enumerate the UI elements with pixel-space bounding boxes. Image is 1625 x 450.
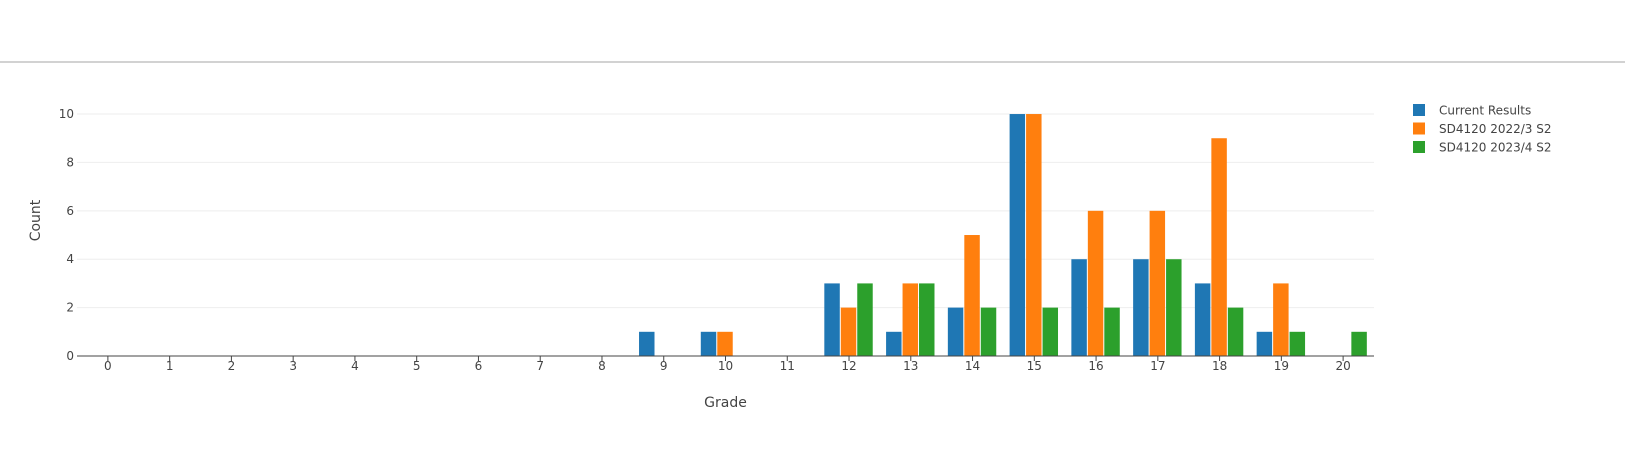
x-tick-label: 0 bbox=[104, 359, 112, 373]
legend-swatch bbox=[1413, 141, 1425, 153]
bar bbox=[1104, 307, 1120, 356]
x-tick-label: 19 bbox=[1274, 359, 1289, 373]
bar bbox=[639, 331, 655, 356]
bar bbox=[1289, 331, 1306, 356]
x-tick-label: 7 bbox=[536, 359, 544, 373]
y-axis-title: Count bbox=[28, 199, 44, 241]
x-tick-label: 17 bbox=[1150, 359, 1165, 373]
x-tick-label: 13 bbox=[903, 359, 918, 373]
legend-label: SD4120 2023/4 S2 bbox=[1439, 141, 1552, 155]
x-tick-label: 4 bbox=[351, 359, 359, 373]
bar bbox=[700, 331, 717, 356]
bars bbox=[639, 114, 1367, 357]
legend: Current Results SD4120 2022/3 S2 SD4120 20… bbox=[1413, 104, 1552, 155]
bar bbox=[1009, 114, 1026, 357]
bar bbox=[1133, 259, 1149, 356]
bar bbox=[1166, 259, 1182, 356]
legend-item[interactable]: SD4120 2022/3 S2 bbox=[1413, 122, 1552, 136]
y-tick-label: 10 bbox=[59, 107, 74, 121]
bar bbox=[1273, 283, 1289, 356]
bar bbox=[947, 307, 964, 356]
bar bbox=[919, 283, 935, 356]
x-tick-label: 1 bbox=[166, 359, 174, 373]
bar bbox=[1351, 331, 1367, 356]
bar bbox=[1256, 331, 1273, 356]
y-tick-label: 6 bbox=[66, 204, 74, 218]
x-tick-label: 10 bbox=[718, 359, 733, 373]
x-tick-label: 8 bbox=[598, 359, 606, 373]
legend-swatch bbox=[1413, 104, 1425, 116]
bar bbox=[717, 331, 733, 356]
bar bbox=[1087, 210, 1104, 356]
x-tick-label: 20 bbox=[1335, 359, 1350, 373]
y-tick-label: 2 bbox=[66, 301, 74, 315]
y-tick-label: 0 bbox=[66, 349, 74, 363]
x-tick-label: 12 bbox=[841, 359, 856, 373]
top-bar bbox=[0, 0, 1625, 63]
x-tick-label: 16 bbox=[1088, 359, 1103, 373]
x-tick-label: 18 bbox=[1212, 359, 1227, 373]
bar bbox=[902, 283, 919, 356]
x-tick-label: 5 bbox=[413, 359, 421, 373]
x-tick-label: 11 bbox=[780, 359, 795, 373]
bar bbox=[1149, 210, 1166, 356]
legend-item[interactable]: Current Results bbox=[1413, 104, 1531, 118]
x-axis-title: Grade bbox=[704, 395, 747, 411]
x-tick-label: 9 bbox=[660, 359, 668, 373]
bar bbox=[886, 331, 902, 356]
x-tick-labels: 0 1 2 3 4 5 6 7 8 9 10 11 12 13 14 15 16 17 18 19 20 bbox=[104, 356, 1351, 373]
x-tick-label: 6 bbox=[475, 359, 483, 373]
bar bbox=[964, 235, 980, 356]
x-tick-label: 15 bbox=[1027, 359, 1042, 373]
bar bbox=[980, 307, 997, 356]
y-tick-labels: 0 2 4 6 8 10 bbox=[59, 107, 74, 363]
x-tick-label: 2 bbox=[228, 359, 236, 373]
bar bbox=[1042, 307, 1059, 356]
bar bbox=[824, 283, 840, 356]
x-tick-label: 14 bbox=[965, 359, 980, 373]
bar bbox=[1194, 283, 1211, 356]
bar bbox=[840, 307, 857, 356]
bar bbox=[857, 283, 873, 356]
bar bbox=[1071, 259, 1087, 356]
y-tick-label: 8 bbox=[66, 155, 74, 169]
bar bbox=[1227, 307, 1244, 356]
y-tick-label: 4 bbox=[66, 252, 74, 266]
legend-swatch bbox=[1413, 122, 1425, 135]
legend-label: Current Results bbox=[1439, 104, 1531, 118]
legend-item[interactable]: SD4120 2023/4 S2 bbox=[1413, 141, 1552, 155]
legend-label: SD4120 2022/3 S2 bbox=[1439, 122, 1552, 136]
x-tick-label: 3 bbox=[289, 359, 297, 373]
bar bbox=[1211, 138, 1227, 356]
bar bbox=[1026, 114, 1042, 357]
